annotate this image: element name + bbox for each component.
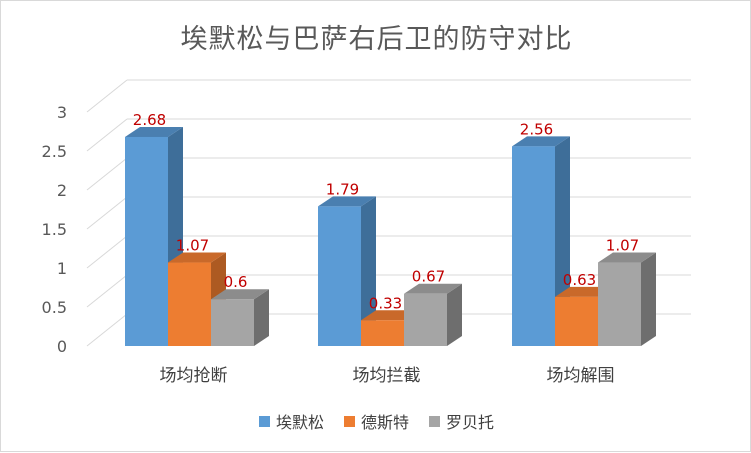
bar-side [447, 283, 462, 346]
bar [404, 283, 462, 346]
y-tick-label: 1 [57, 259, 67, 278]
bar [598, 252, 656, 346]
bar [211, 289, 269, 346]
bar-front [555, 296, 598, 346]
x-category-label: 场均抢断 [160, 366, 228, 386]
y-tick-label: 1.5 [42, 220, 67, 239]
legend-label-series-1: 埃默松 [275, 413, 324, 432]
bar-side [254, 289, 269, 346]
legend-item: 罗贝托 [429, 409, 494, 433]
gridline-diagonal [86, 79, 128, 113]
data-label: 1.07 [606, 237, 639, 255]
gridline-diagonal [86, 118, 128, 152]
bar-front [598, 262, 641, 346]
bar-front [125, 136, 168, 346]
bar-top [404, 283, 462, 294]
y-tick-label: 0.5 [42, 298, 67, 317]
gridline-diagonal [86, 313, 128, 347]
data-label: 2.68 [133, 111, 166, 129]
data-label: 1.07 [176, 237, 209, 255]
bar [318, 196, 376, 346]
legend-label-series-3: 罗贝托 [446, 413, 495, 432]
y-tick-label: 3 [57, 103, 67, 122]
bar-front [404, 293, 447, 346]
data-label: 0.6 [224, 273, 248, 291]
bar-top [168, 252, 226, 263]
chart-title: 埃默松与巴萨右后卫的防守对比 [180, 24, 573, 55]
bar-side [641, 252, 656, 346]
bar-top [512, 136, 570, 147]
bar-front [318, 206, 361, 346]
x-category-label: 场均拦截 [353, 366, 421, 386]
legend-item: 德斯特 [343, 409, 409, 433]
bar-top [125, 126, 183, 137]
y-tick-label: 0 [57, 337, 67, 356]
legend-item: 埃默松 [258, 409, 324, 433]
legend: 埃默松 德斯特 罗贝托 [1, 409, 751, 433]
data-labels: 2.68 1.07 0.6 1.79 0.33 0.67 2.56 0.63 1.07 [133, 111, 639, 312]
legend-swatch-series-1 [258, 415, 270, 427]
y-tick-label: 2 [57, 181, 67, 200]
gridline-diagonal [86, 196, 128, 230]
legend-swatch-series-3 [429, 415, 440, 427]
x-category-label: 场均解围 [547, 366, 615, 386]
data-label: 0.63 [563, 271, 596, 289]
bars [125, 126, 656, 347]
data-label: 2.56 [520, 120, 553, 138]
data-label: 1.79 [326, 180, 359, 198]
gridline-diagonal [86, 235, 128, 269]
y-axis-ticks: 0 0.5 1 1.5 2 2.5 3 [42, 103, 67, 356]
y-tick-label: 2.5 [42, 142, 67, 161]
legend-swatch-series-2 [343, 415, 355, 427]
data-label: 0.67 [412, 268, 445, 286]
x-axis-categories: 场均抢断 场均拦截 场均解围 [160, 366, 615, 386]
bar-side [361, 196, 376, 346]
data-label: 0.33 [369, 294, 402, 312]
bar-front [512, 146, 555, 346]
bar-top [318, 196, 376, 207]
legend-label-series-2: 德斯特 [360, 413, 409, 432]
bar-top [211, 289, 269, 300]
bar-front [211, 299, 254, 346]
bar-top [598, 252, 656, 263]
bar-front [361, 320, 404, 346]
bar-front [168, 262, 211, 346]
gridline-diagonal [86, 274, 128, 308]
gridline-diagonal [86, 157, 128, 191]
